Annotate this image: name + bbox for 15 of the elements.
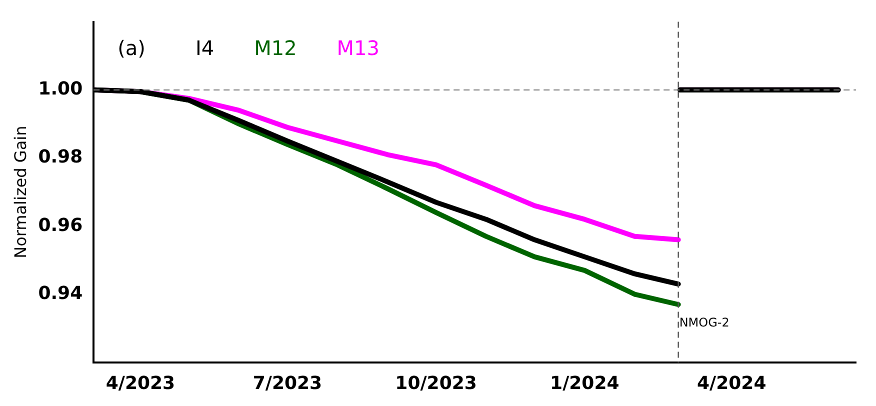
x-tick-label: 4/2024 (697, 372, 766, 394)
text: M13 (336, 36, 380, 60)
x-tick-label: 4/2023 (106, 372, 176, 394)
annotation: (a) (118, 36, 146, 60)
x-tick-label: 1/2024 (550, 372, 620, 394)
ref-line-label: NMOG-2 (679, 315, 730, 330)
y-tick-label: 0.98 (38, 146, 83, 168)
y-axis-title: Normalized Gain (10, 126, 30, 258)
y-tick-label: 0.94 (38, 282, 83, 304)
y-tick-label: 0.96 (38, 214, 83, 236)
text: M12 (254, 36, 297, 60)
x-tick-label: 10/2023 (395, 372, 477, 394)
y-tick-label: 1.00 (38, 78, 83, 100)
text: I4 (195, 36, 214, 60)
x-tick-label: 7/2023 (252, 372, 322, 394)
